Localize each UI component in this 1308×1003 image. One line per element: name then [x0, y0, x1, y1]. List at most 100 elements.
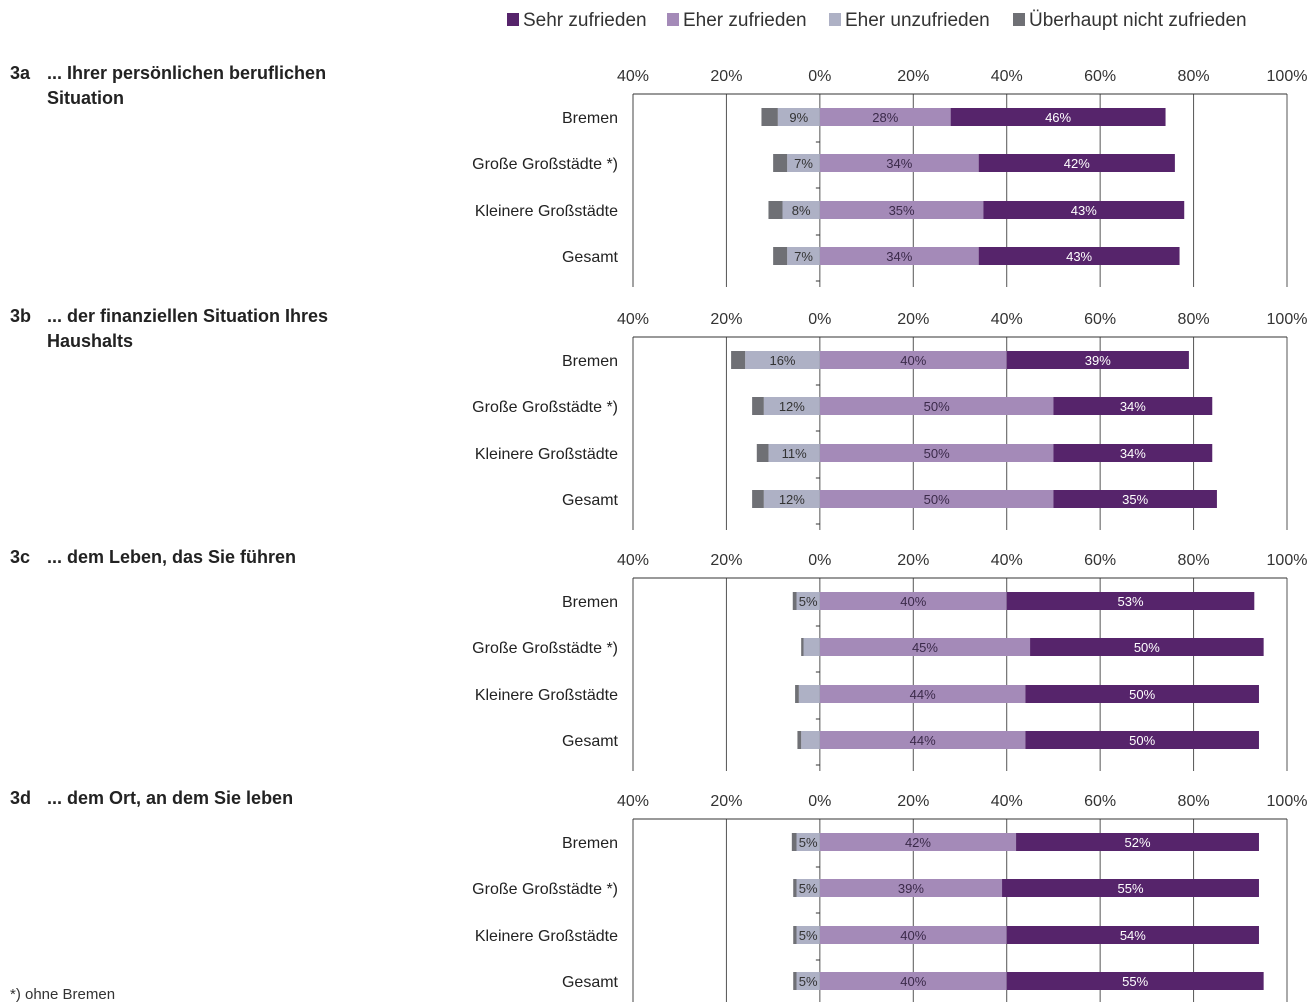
data-label: 11% — [782, 446, 807, 461]
legend-swatch — [667, 13, 679, 26]
data-label: 5% — [799, 974, 818, 989]
category-label: Kleinere Großstädte — [475, 687, 618, 704]
data-label: 43% — [1066, 249, 1092, 264]
bar-ueberhaupt-nicht-zufrieden — [773, 247, 788, 265]
bar-row: Kleinere Großstädte 40% 54% 5% — [475, 926, 1259, 945]
x-tick-label: 40% — [617, 552, 649, 569]
bar-ueberhaupt-nicht-zufrieden — [761, 108, 778, 126]
data-label: 55% — [1117, 881, 1143, 896]
bar-sehr-zufrieden — [978, 247, 1180, 265]
x-tick-label: 100% — [1267, 552, 1308, 569]
x-tick-label: 80% — [1178, 311, 1210, 328]
bar-eher-zufrieden — [819, 201, 984, 219]
data-label: 54% — [1120, 928, 1146, 943]
bar-ueberhaupt-nicht-zufrieden — [795, 685, 799, 703]
bar-sehr-zufrieden — [950, 108, 1166, 126]
data-label: 34% — [886, 156, 912, 171]
bar-eher-unzufrieden — [782, 201, 820, 219]
bar-eher-zufrieden — [819, 490, 1054, 508]
x-tick-label: 40% — [991, 68, 1023, 85]
category-label: Große Großstädte *) — [472, 156, 618, 173]
panel-title: ... dem Ort, an dem Sie leben — [47, 788, 293, 808]
bar-eher-zufrieden — [819, 154, 979, 172]
bar-row: Gesamt 44% 50% — [562, 731, 1259, 750]
bar-eher-unzufrieden — [798, 685, 820, 703]
bar-ueberhaupt-nicht-zufrieden — [752, 397, 764, 415]
bar-sehr-zufrieden — [1006, 592, 1255, 610]
bar-sehr-zufrieden — [1030, 638, 1264, 656]
data-label: 12% — [779, 399, 805, 414]
x-tick-label: 20% — [897, 793, 929, 810]
category-label: Gesamt — [562, 733, 619, 750]
x-tick-label: 60% — [1084, 552, 1116, 569]
bar-eher-unzufrieden — [787, 247, 820, 265]
panel-title: ... der finanziellen Situation Ihres — [47, 306, 328, 326]
category-label: Kleinere Großstädte — [475, 203, 618, 220]
bar-row: Gesamt 34% 43% 7% — [562, 247, 1180, 266]
bar-sehr-zufrieden — [1025, 685, 1259, 703]
data-label: 50% — [924, 399, 950, 414]
legend-label: Sehr zufrieden — [523, 10, 647, 31]
bar-ueberhaupt-nicht-zufrieden — [773, 154, 788, 172]
bar-sehr-zufrieden — [1025, 731, 1259, 749]
x-tick-label: 20% — [897, 311, 929, 328]
bar-eher-unzufrieden — [796, 592, 820, 610]
bar-eher-unzufrieden — [763, 490, 820, 508]
x-tick-label: 0% — [808, 311, 831, 328]
bar-ueberhaupt-nicht-zufrieden — [797, 731, 802, 749]
legend-item: Eher zufrieden — [667, 10, 807, 31]
data-label: 28% — [872, 110, 898, 125]
x-tick-label: 0% — [808, 793, 831, 810]
bar-row: Bremen 40% 39% 16% — [562, 351, 1189, 370]
category-label: Große Großstädte *) — [472, 640, 618, 657]
legend-label: Eher zufrieden — [683, 10, 807, 31]
bar-sehr-zufrieden — [978, 154, 1175, 172]
bar-eher-zufrieden — [819, 685, 1026, 703]
data-label: 40% — [900, 974, 926, 989]
x-tick-label: 20% — [897, 68, 929, 85]
bar-eher-unzufrieden — [803, 638, 820, 656]
data-label: 16% — [769, 353, 795, 368]
data-label: 7% — [794, 249, 813, 264]
x-tick-label: 40% — [617, 793, 649, 810]
panel-number: 3b — [10, 306, 31, 326]
x-tick-label: 20% — [710, 552, 742, 569]
x-tick-label: 60% — [1084, 793, 1116, 810]
panel-number: 3a — [10, 63, 31, 83]
bar-eher-zufrieden — [819, 108, 951, 126]
panel-3d: 3d ... dem Ort, an dem Sie leben 40% 20% 0% 2… — [10, 788, 1307, 1002]
legend-label: Überhaupt nicht zufrieden — [1029, 10, 1247, 31]
data-label: 5% — [799, 881, 818, 896]
bar-sehr-zufrieden — [983, 201, 1185, 219]
bar-ueberhaupt-nicht-zufrieden — [791, 833, 797, 851]
bar-eher-unzufrieden — [796, 926, 820, 944]
panel-title: Situation — [47, 88, 124, 108]
x-tick-label: 80% — [1178, 68, 1210, 85]
bar-eher-zufrieden — [819, 926, 1007, 944]
data-label: 5% — [799, 594, 818, 609]
x-tick-label: 100% — [1267, 793, 1308, 810]
x-tick-label: 0% — [808, 552, 831, 569]
bar-eher-zufrieden — [819, 972, 1007, 990]
bar-ueberhaupt-nicht-zufrieden — [731, 351, 746, 369]
bar-sehr-zufrieden — [1053, 444, 1213, 462]
bar-sehr-zufrieden — [1053, 397, 1213, 415]
data-label: 55% — [1122, 974, 1148, 989]
bar-eher-zufrieden — [819, 351, 1007, 369]
data-label: 34% — [1120, 446, 1146, 461]
data-label: 44% — [910, 687, 936, 702]
legend-swatch — [507, 13, 519, 26]
x-tick-label: 100% — [1267, 68, 1308, 85]
bar-ueberhaupt-nicht-zufrieden — [752, 490, 764, 508]
bar-row: Bremen 40% 53% 5% — [562, 592, 1255, 611]
bar-ueberhaupt-nicht-zufrieden — [768, 201, 783, 219]
data-label: 52% — [1124, 835, 1150, 850]
bar-eher-zufrieden — [819, 731, 1026, 749]
bar-eher-unzufrieden — [787, 154, 820, 172]
data-label: 40% — [900, 353, 926, 368]
data-label: 42% — [1064, 156, 1090, 171]
x-tick-label: 60% — [1084, 311, 1116, 328]
bar-row: Bremen 42% 52% 5% — [562, 833, 1259, 852]
data-label: 50% — [1129, 687, 1155, 702]
data-label: 35% — [889, 203, 915, 218]
